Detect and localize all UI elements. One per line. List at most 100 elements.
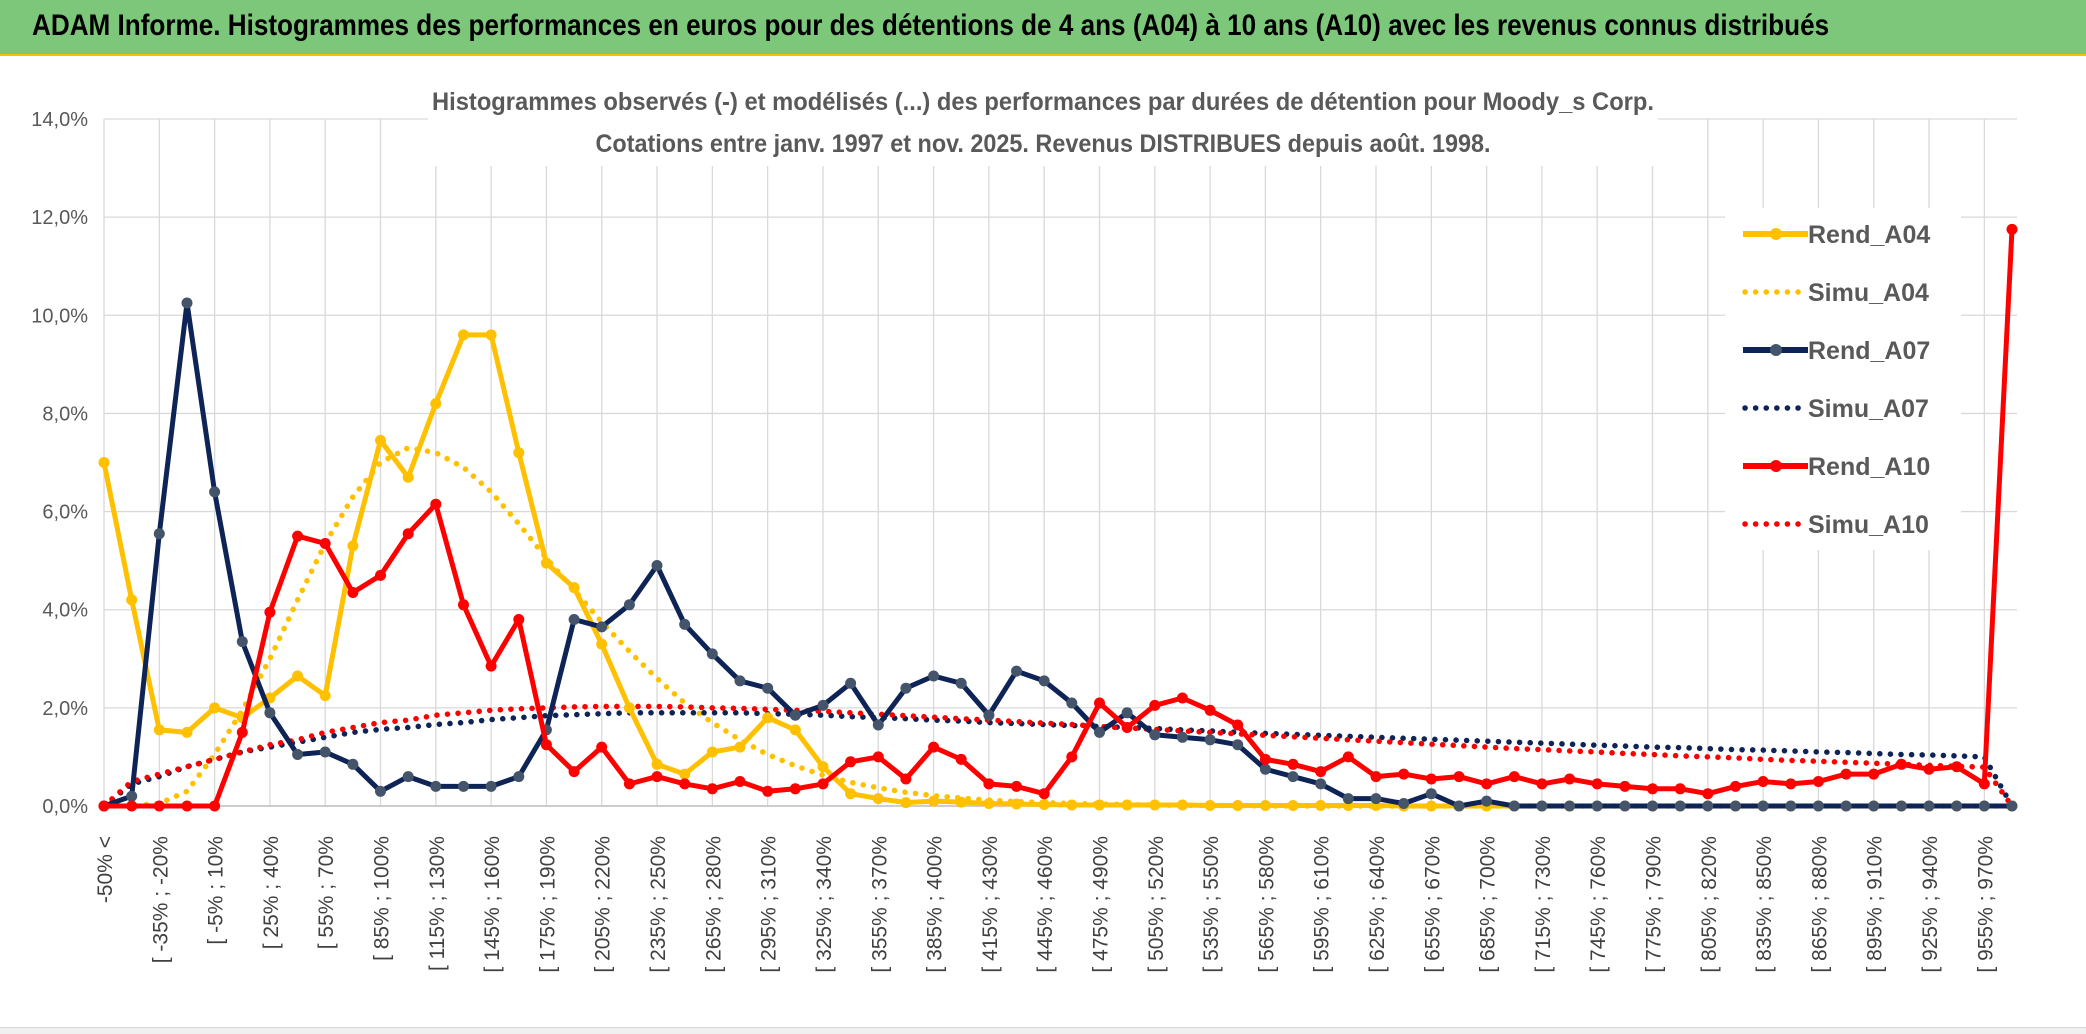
rend-a04-point [900,797,912,809]
rend-a10-point [1232,719,1244,731]
rend-a07-point [1204,734,1216,746]
rend-a07-point [1287,771,1299,783]
rend-a04-point [319,690,331,702]
y-tick-label: 8,0% [42,403,88,425]
rend-a10-point [1923,763,1935,775]
rend-a10-point [1951,761,1963,773]
rend-a04-point [375,434,386,446]
y-tick-label: 14,0% [31,109,88,131]
x-tick-label: [ 205% ; 220% [592,836,615,973]
rend-a10-point [1149,699,1161,711]
rend-a10-point [734,776,746,787]
rend-a04-point [1259,800,1271,811]
legend-label-rend-a04: Rend_A04 [1808,221,1930,249]
rend-a04-point [845,788,857,800]
rend-a07-point [706,648,718,660]
rend-a10-point [1757,776,1769,787]
rend-a07-point [679,618,691,630]
rend-a07-point [1425,788,1437,800]
rend-a07-point [1176,731,1188,743]
rend-a04-point [651,758,663,770]
rend-a07-point [1812,800,1824,812]
x-tick-label: [ 115% ; 130% [426,836,449,971]
rend-a10-point [1730,780,1741,792]
rend-a10-point [347,587,359,598]
rend-a10-point [568,766,580,778]
rend-a10-point [1259,753,1271,765]
rend-a10-point [762,785,774,797]
rend-a07-point [1951,800,1963,812]
rend-a07-point [1121,707,1133,719]
x-tick-label: [ 85% ; 100% [371,836,394,961]
rend-a07-point [1978,800,1990,812]
rend-a07-point [1674,800,1686,812]
x-tick-label: [ 685% ; 700% [1477,836,1500,973]
x-tick-label: [ 55% ; 70% [315,836,338,949]
rend-a10-point [153,800,165,812]
rend-a10-point [1453,771,1465,783]
rend-a07-point [1923,800,1935,812]
rend-a07-point [1508,800,1520,812]
x-tick-label: [ 445% ; 460% [1034,836,1057,973]
rend-a04-point [1232,800,1244,811]
rend-a04-point [789,724,801,736]
x-tick-label: [ 415% ; 430% [979,836,1002,973]
y-tick-label: 4,0% [42,600,88,622]
rend-a04-point [623,702,635,714]
rend-a04-point [181,726,193,738]
rend-a07-point [568,614,580,625]
x-tick-label: [ 925% ; 940% [1919,836,1942,973]
x-tick-label: [ 175% ; 190% [536,836,559,973]
rend-a04-point [1176,799,1188,811]
rend-a07-point [1011,665,1022,677]
rend-a10-point [1785,778,1797,790]
x-tick-label: [ 745% ; 760% [1587,836,1610,973]
rend-a07-point [789,709,801,721]
rend-a10-point [375,569,386,581]
rend-a04-point [430,398,442,410]
rend-a07-point [1259,763,1271,775]
rend-a07-point [623,599,635,611]
rend-a10-point [1370,771,1382,783]
bottom-border [0,1027,2086,1034]
rend-a04-point [955,796,967,808]
rend-a10-point [1674,783,1686,795]
rend-a10-point [1591,778,1603,790]
legend-label-simu-a10: Simu_A10 [1808,511,1929,539]
rend-a07-point [651,560,663,571]
rend-a04-point [1204,800,1216,811]
rend-a07-point [2006,800,2018,812]
x-tick-label: [ 325% ; 340% [813,836,836,973]
y-tick-label: 0,0% [42,796,88,818]
rend-a07-point [1536,800,1548,812]
series-lines [98,223,2018,812]
rend-a10-point [2006,223,2018,235]
rend-a10-point [98,800,110,812]
rend-a10-point [679,778,691,790]
banner-title: ADAM Informe. Histogrammes des performan… [32,9,1830,42]
axes: 0,0% 2,0% 4,0% 6,0% 8,0% 10,0% 12,0% 14,0% -50% … [31,109,2017,973]
rend-a10-point [651,771,663,783]
rend-a04-point [292,670,304,682]
legend-label-simu-a07: Simu_A07 [1808,395,1929,423]
x-tick-label: [ 715% ; 730% [1532,836,1555,973]
rend-a10-point [1536,778,1548,790]
rend-a10-point [872,751,884,763]
rend-a10-point [485,660,497,672]
x-tick-label: -50% < [94,836,117,903]
y-tick-label: 2,0% [42,698,88,720]
x-tick-label: [ 655% ; 670% [1421,836,1444,973]
rend-a07-point [955,677,967,689]
legend-label-rend-a07: Rend_A07 [1808,337,1930,365]
rend-a07-point [1481,795,1493,807]
rend-a10-point [928,741,940,753]
rend-a10-point [1619,780,1631,792]
x-tick-label: [ 535% ; 550% [1200,836,1223,973]
rend-a04-point [928,795,940,807]
rend-a07-point [1453,800,1465,812]
rend-a07-point [1038,675,1050,687]
rend-a07-point [1232,739,1244,751]
rend-a07-point [1591,800,1603,812]
title-backdrop [428,82,1658,166]
